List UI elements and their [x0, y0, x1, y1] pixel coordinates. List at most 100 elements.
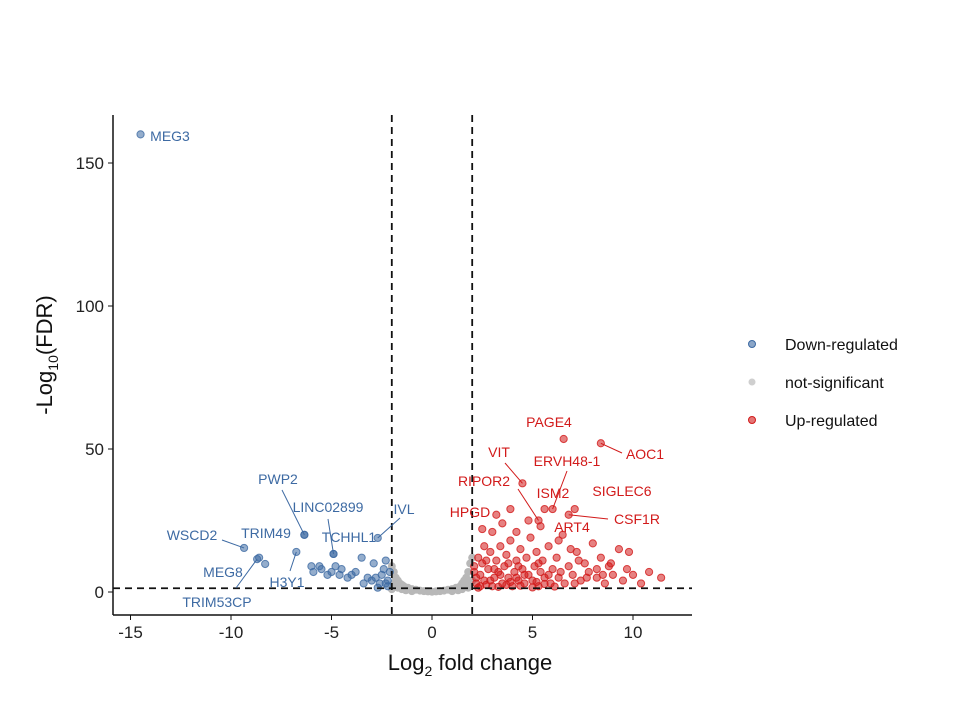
- gene-label: PWP2: [258, 471, 298, 487]
- down-point: [335, 570, 344, 579]
- up-point: [502, 550, 511, 559]
- up-point: [492, 510, 501, 519]
- gene-label: IVL: [393, 501, 414, 517]
- up-point: [478, 524, 487, 534]
- label-leader-line: [517, 488, 539, 521]
- labeled-point: [540, 504, 549, 514]
- labeled-point: [300, 530, 309, 539]
- up-point: [532, 547, 541, 557]
- up-point: [496, 542, 505, 551]
- down-point: [323, 570, 332, 579]
- up-point: [516, 545, 525, 554]
- up-point: [628, 570, 638, 579]
- down-point: [359, 579, 368, 588]
- up-point: [558, 530, 567, 539]
- label-leader-line: [221, 539, 245, 549]
- label-leader-line: [289, 551, 297, 572]
- up-point: [474, 553, 483, 562]
- down-point: [369, 559, 378, 568]
- gene-label: SIGLEC6: [592, 483, 651, 499]
- labeled-point: [559, 434, 568, 444]
- gene-label: ERVH48-1: [534, 453, 601, 469]
- up-point: [570, 579, 579, 588]
- up-point: [502, 580, 511, 589]
- up-point: [582, 573, 591, 582]
- up-point: [498, 519, 507, 528]
- gene-label: TCHHL1: [322, 529, 377, 545]
- up-point: [512, 573, 521, 582]
- gene-label: ISM2: [537, 485, 570, 501]
- x-tick-label: 0: [427, 623, 436, 642]
- up-point: [608, 570, 618, 579]
- up-point: [606, 559, 615, 568]
- up-point: [522, 553, 531, 562]
- up-point: [622, 565, 632, 574]
- up-point: [596, 553, 605, 562]
- up-point: [536, 567, 545, 577]
- down-point: [315, 562, 324, 571]
- label-leader-line: [552, 470, 568, 510]
- down-point: [381, 579, 390, 588]
- threshold-lines: [113, 115, 692, 615]
- ns-point: [464, 583, 473, 592]
- up-point: [552, 553, 561, 562]
- up-point: [588, 539, 597, 548]
- ns-point: [468, 553, 477, 562]
- gene-label: H3Y1: [269, 574, 304, 590]
- legend-swatch-up: [748, 416, 756, 424]
- labeled-point: [506, 504, 515, 514]
- down-point: [331, 562, 340, 571]
- up-point: [486, 576, 495, 585]
- labeled-point: [239, 543, 249, 553]
- up-point: [618, 576, 628, 585]
- down-point: [351, 567, 360, 577]
- up-point: [624, 547, 634, 557]
- down-point: [381, 556, 390, 565]
- up-point: [480, 542, 489, 551]
- gene-label: HPGD: [450, 504, 490, 520]
- y-tick-label: 0: [95, 583, 104, 602]
- up-point: [636, 579, 646, 588]
- up-point: [544, 542, 553, 551]
- gene-label: CSF1R: [614, 511, 660, 527]
- gene-label: ART4: [554, 519, 590, 535]
- gene-label: MEG3: [150, 128, 190, 144]
- label-leader-line: [568, 514, 609, 520]
- down-point: [307, 562, 316, 571]
- up-point: [564, 562, 573, 571]
- gene-label: RIPOR2: [458, 473, 510, 489]
- up-point: [524, 516, 533, 525]
- x-tick-label: -5: [324, 623, 339, 642]
- labeled-point: [136, 130, 145, 139]
- up-point: [657, 573, 666, 582]
- up-point: [548, 565, 557, 574]
- up-point: [540, 579, 549, 589]
- up-point: [494, 582, 503, 591]
- gene-label: TRIM53CP: [182, 594, 251, 610]
- label-leader-line: [327, 518, 335, 555]
- label-leader-line: [377, 517, 401, 539]
- gene-label: AOC1: [626, 446, 664, 462]
- up-point: [492, 556, 501, 565]
- labeled-point: [536, 522, 545, 531]
- up-point: [512, 527, 521, 537]
- up-point: [556, 567, 565, 577]
- y-axis-title: -Log10(FDR): [32, 295, 61, 415]
- up-point: [486, 547, 495, 557]
- up-point: [490, 565, 499, 574]
- up-point: [488, 527, 497, 537]
- up-point: [482, 556, 491, 565]
- gene-label: WSCD2: [167, 527, 218, 543]
- up-point: [560, 579, 569, 588]
- labeled-point: [570, 504, 579, 514]
- up-point: [568, 570, 577, 579]
- x-tick-label: 10: [624, 623, 643, 642]
- y-tick-label: 150: [76, 154, 104, 173]
- up-point: [534, 559, 543, 568]
- ns-point: [464, 567, 473, 576]
- label-leader-line: [504, 462, 523, 484]
- x-tick-label: -15: [118, 623, 143, 642]
- label-leader-line: [235, 558, 258, 589]
- y-tick-label: 100: [76, 297, 104, 316]
- legend-swatch-ns: [748, 378, 756, 386]
